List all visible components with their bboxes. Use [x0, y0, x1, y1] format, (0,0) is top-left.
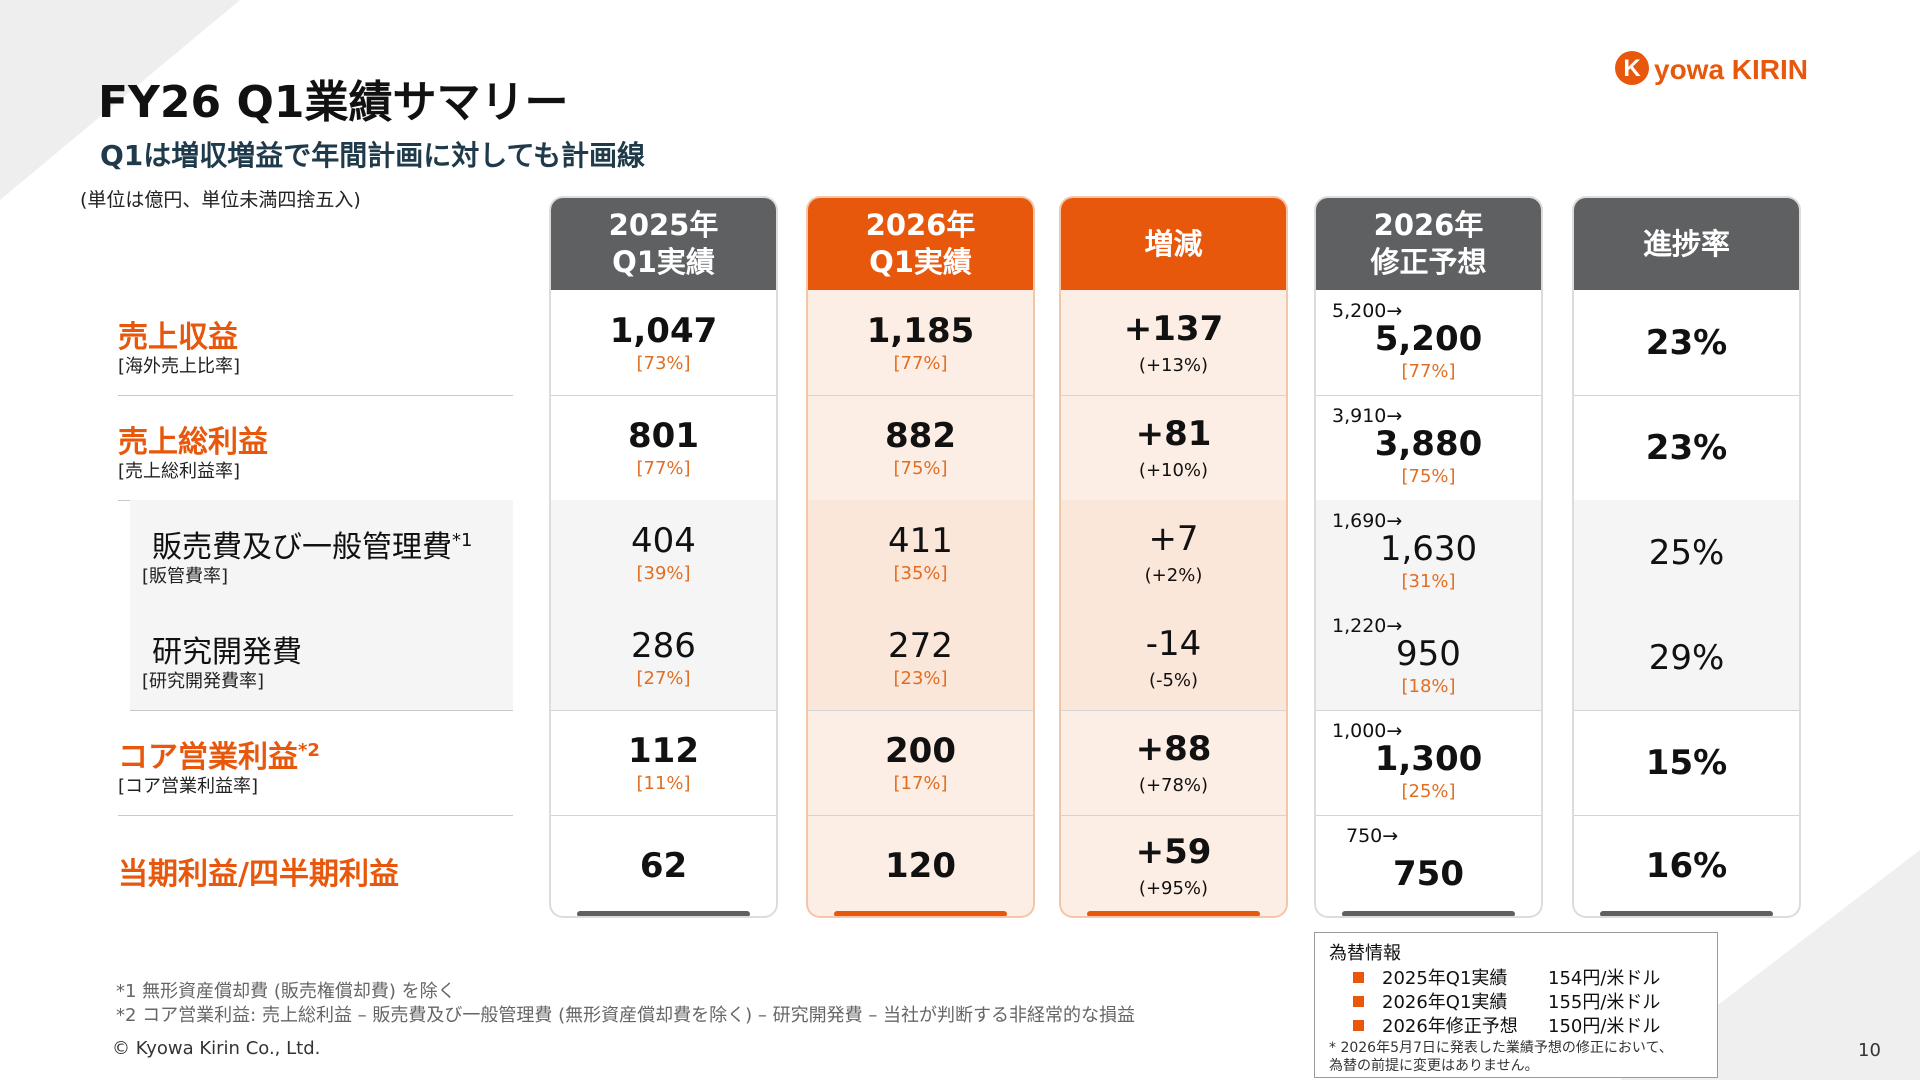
column-bar [834, 911, 1007, 916]
row-label-revenue: 売上収益 [海外売上比率] [118, 290, 513, 396]
row-label-core-op: コア営業利益*2 [コア営業利益率] [118, 710, 513, 816]
cell: 1,185 [77%] [808, 290, 1033, 396]
cell: 200 [17%] [808, 710, 1033, 816]
column-bar [1600, 911, 1773, 916]
cell: 801 [77%] [551, 395, 776, 501]
cell: 286 [27%] [551, 605, 776, 711]
cell: 404 [39%] [551, 500, 776, 606]
fx-title: 為替情報 [1329, 943, 1401, 964]
cell: 112 [11%] [551, 710, 776, 816]
bullet-icon [1353, 995, 1364, 1007]
column-2026-q1: 2026年 Q1実績 1,185 [77%] 882 [75%] 411 [35%] … [808, 198, 1033, 916]
footnote-2: *2 コア営業利益: 売上総利益 – 販売費及び一般管理費 (無形資産償却費を除… [116, 1005, 1136, 1026]
unit-note: (単位は億円、単位未満四捨五入) [80, 189, 361, 211]
cell: 750→ 750 [1346, 825, 1464, 894]
page-subtitle: Q1は増収増益で年間計画に対しても計画線 [100, 139, 646, 172]
footnote-1: *1 無形資産償却費 (販売権償却費) を除く [116, 981, 456, 1002]
cell: +81 (+10%) [1061, 395, 1286, 501]
page-number: 10 [1858, 1040, 1881, 1061]
cell: -14 (-5%) [1061, 605, 1286, 711]
row-label-sga: 販売費及び一般管理費*1 [販管費率] [130, 500, 513, 606]
column-2025-q1: 2025年 Q1実績 1,047 [73%] 801 [77%] 404 [39%] … [551, 198, 776, 916]
column-bar [1087, 911, 1260, 916]
fx-item: 2026年Q1実績 155円/米ドル [1329, 989, 1703, 1013]
cell: 62 [639, 845, 688, 886]
cell: +137 (+13%) [1061, 290, 1286, 396]
fx-item: 2025年Q1実績 154円/米ドル [1329, 965, 1703, 989]
column-change: 増減 +137 (+13%) +81 (+10%) +7 (+2%) -14 (-5%)… [1061, 198, 1286, 916]
column-header: 増減 [1061, 198, 1286, 290]
cell: 411 [35%] [808, 500, 1033, 606]
bullet-icon [1353, 971, 1364, 983]
cell: 23% [1574, 395, 1799, 501]
cell: 23% [1574, 290, 1799, 396]
column-2026-forecast: 2026年 修正予想 5,200→ 5,200 [77%] 3,910→ 3,880[… [1316, 198, 1541, 916]
copyright: © Kyowa Kirin Co., Ltd. [112, 1038, 321, 1059]
column-header: 2025年 Q1実績 [551, 198, 776, 290]
cell: 3,910→ 3,880 [75%] [1316, 395, 1541, 501]
column-header: 進捗率 [1574, 198, 1799, 290]
cell: +7 (+2%) [1061, 500, 1286, 606]
cell: 272 [23%] [808, 605, 1033, 711]
cell: 16% [1645, 845, 1728, 886]
cell: 1,220→ 950 [18%] [1316, 605, 1541, 711]
row-label-rd: 研究開発費 [研究開発費率] [130, 605, 513, 711]
row-label-gross-profit: 売上総利益 [売上総利益率] [118, 395, 513, 501]
column-bar [577, 911, 750, 916]
cell: 1,000→ 1,300 [25%] [1316, 710, 1541, 816]
footnotes: *1 無形資産償却費 (販売権償却費) を除く *2 コア営業利益: 売上総利益… [116, 980, 1135, 1028]
bullet-icon [1353, 1019, 1364, 1031]
cell: 120 [885, 845, 956, 886]
cell: +59 (+95%) [1135, 832, 1212, 899]
cell: 25% [1574, 500, 1799, 606]
fx-note: * 2026年5月7日に発表した業績予想の修正において、 為替の前提に変更はあり… [1329, 1040, 1673, 1074]
page-title: FY26 Q1業績サマリー [98, 77, 569, 128]
svg-text:K: K [1623, 55, 1641, 82]
cell: +88 (+78%) [1061, 710, 1286, 816]
cell: 29% [1574, 605, 1799, 711]
cell: 1,690→ 1,630 [31%] [1316, 500, 1541, 606]
row-label-net-income: 当期利益/四半期利益 [118, 857, 399, 892]
column-header: 2026年 修正予想 [1316, 198, 1541, 290]
kyowa-kirin-logo: K yowa KIRIN [1615, 51, 1808, 85]
fx-item: 2026年修正予想 150円/米ドル [1329, 1013, 1703, 1037]
column-bar [1342, 911, 1515, 916]
cell: 5,200→ 5,200 [77%] [1316, 290, 1541, 396]
cell: 882 [75%] [808, 395, 1033, 501]
svg-text:yowa KIRIN: yowa KIRIN [1654, 54, 1808, 85]
column-header: 2026年 Q1実績 [808, 198, 1033, 290]
fx-info-box: 為替情報 2025年Q1実績 154円/米ドル 2026年Q1実績 155円/米ドル… [1314, 932, 1718, 1078]
column-progress: 進捗率 23% 23% 25% 29% 15% 16% [1574, 198, 1799, 916]
cell: 15% [1574, 710, 1799, 816]
cell: 1,047 [73%] [551, 290, 776, 396]
